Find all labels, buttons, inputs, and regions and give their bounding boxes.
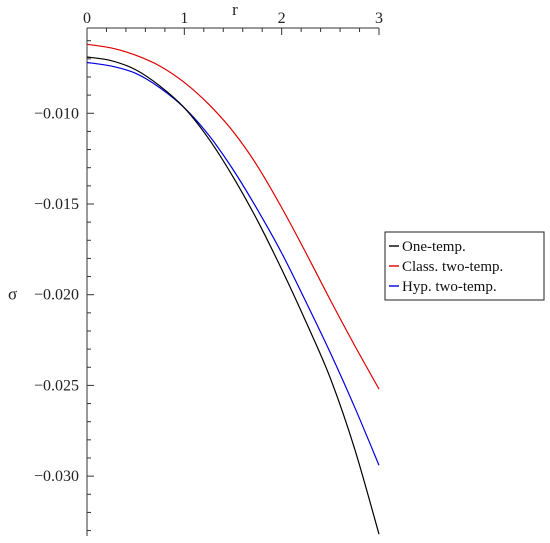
y-tick-label: −0.020 [34, 287, 79, 304]
legend-label-hyp-two-temp: Hyp. two-temp. [402, 279, 497, 295]
legend-box [384, 231, 545, 301]
x-axis-label: r [232, 0, 238, 19]
y-tick-label: −0.010 [34, 105, 79, 122]
series-line-hyp-two-temp [86, 61, 380, 466]
y-tick-label: −0.025 [34, 377, 79, 394]
legend-label-one-temp: One-temp. [402, 239, 466, 255]
legend-label-class-two-temp: Class. two-temp. [402, 259, 503, 275]
legend: One-temp. Class. two-temp. Hyp. two-temp. [384, 231, 545, 301]
y-tick-label: −0.015 [34, 196, 79, 213]
x-tick-label: 3 [375, 10, 383, 27]
series-line-class-two-temp [86, 43, 380, 390]
x-tick-label: 1 [180, 10, 188, 27]
x-tick-label: 2 [278, 10, 286, 27]
y-axis-label: σ [8, 285, 17, 304]
y-tick-label: −0.030 [34, 468, 79, 485]
series-line-one-temp [86, 56, 380, 535]
x-tick-label: 0 [83, 10, 91, 27]
